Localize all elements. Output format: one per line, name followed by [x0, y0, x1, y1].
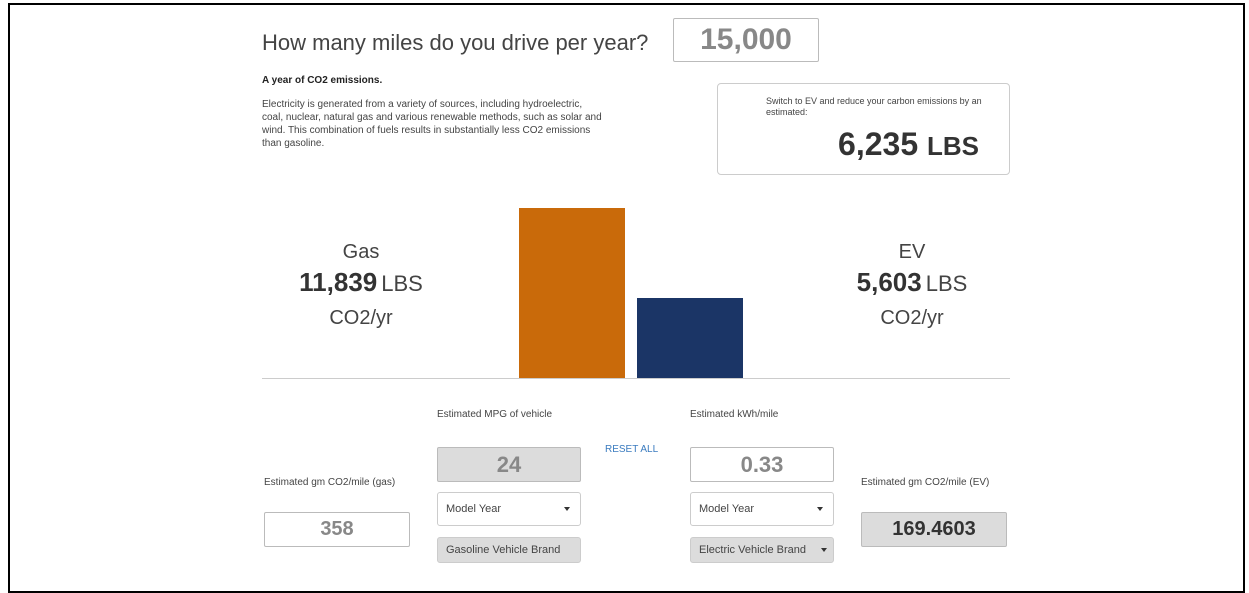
savings-value: 6,235 LBS — [838, 126, 979, 163]
chart: Gas 11,839 LBS CO2/yr EV 5,603 LBS CO2/yr — [261, 208, 1012, 378]
bar-label: EV 5,603 LBS CO2/yr — [812, 238, 1012, 333]
category: Gas — [342, 241, 380, 263]
value-label: 11,839 — [299, 267, 378, 297]
value-line: 11,839 LBS — [261, 266, 461, 303]
per-unit: CO2/yr — [329, 307, 393, 329]
savings-unit: LBS — [927, 131, 979, 161]
bar — [637, 297, 743, 378]
unit: LBS — [381, 271, 423, 296]
description: Electricity is generated from a variety … — [262, 99, 602, 149]
model-year-select[interactable]: Model Year — [690, 492, 834, 526]
kwh-input[interactable]: 0.33 — [690, 447, 834, 482]
caret — [817, 507, 823, 511]
gas-gm-output: 358 — [264, 512, 410, 547]
select-text: Gasoline Vehicle Brand — [446, 544, 561, 556]
value-line: 5,603 LBS — [812, 266, 1012, 303]
reset-button[interactable]: RESET ALL — [605, 444, 659, 455]
savings-text: Switch to EV and reduce your carbon emis… — [766, 96, 982, 117]
model-year-select[interactable]: Model Year — [437, 492, 581, 526]
select-text: Electric Vehicle Brand — [699, 544, 806, 556]
per-unit: CO2/yr — [880, 307, 944, 329]
ev-gm-output: 169.4603 — [861, 512, 1007, 547]
bar — [519, 208, 625, 378]
category: EV — [898, 241, 926, 263]
select-text: Model Year — [699, 503, 755, 515]
mpg-label: Estimated MPG of vehicle — [437, 409, 553, 420]
mpg-input[interactable]: 24 — [437, 447, 581, 482]
kwh-label: Estimated kWh/mile — [690, 409, 779, 420]
value-label: 5,603 — [856, 267, 922, 297]
bar-label: Gas 11,839 LBS CO2/yr — [261, 238, 461, 333]
miles-input[interactable]: 15,000 — [673, 18, 819, 62]
divider — [262, 378, 1010, 379]
ev-gm-label: Estimated gm CO2/mile (EV) — [861, 477, 990, 488]
heading: A year of CO2 emissions. — [262, 75, 383, 86]
unit: LBS — [925, 271, 968, 296]
select-text: Model Year — [446, 503, 502, 515]
brand-select[interactable]: Gasoline Vehicle Brand — [437, 537, 581, 563]
caret — [821, 548, 827, 552]
gas-gm-label: Estimated gm CO2/mile (gas) — [264, 477, 396, 488]
brand-select[interactable]: Electric Vehicle Brand — [690, 537, 834, 563]
question: How many miles do you drive per year? — [262, 30, 649, 55]
savings-box: Switch to EV and reduce your carbon emis… — [717, 83, 1010, 175]
page: How many miles do you drive per year? 15… — [8, 3, 1245, 593]
caret — [564, 507, 570, 511]
savings-number: 6,235 — [838, 126, 919, 162]
